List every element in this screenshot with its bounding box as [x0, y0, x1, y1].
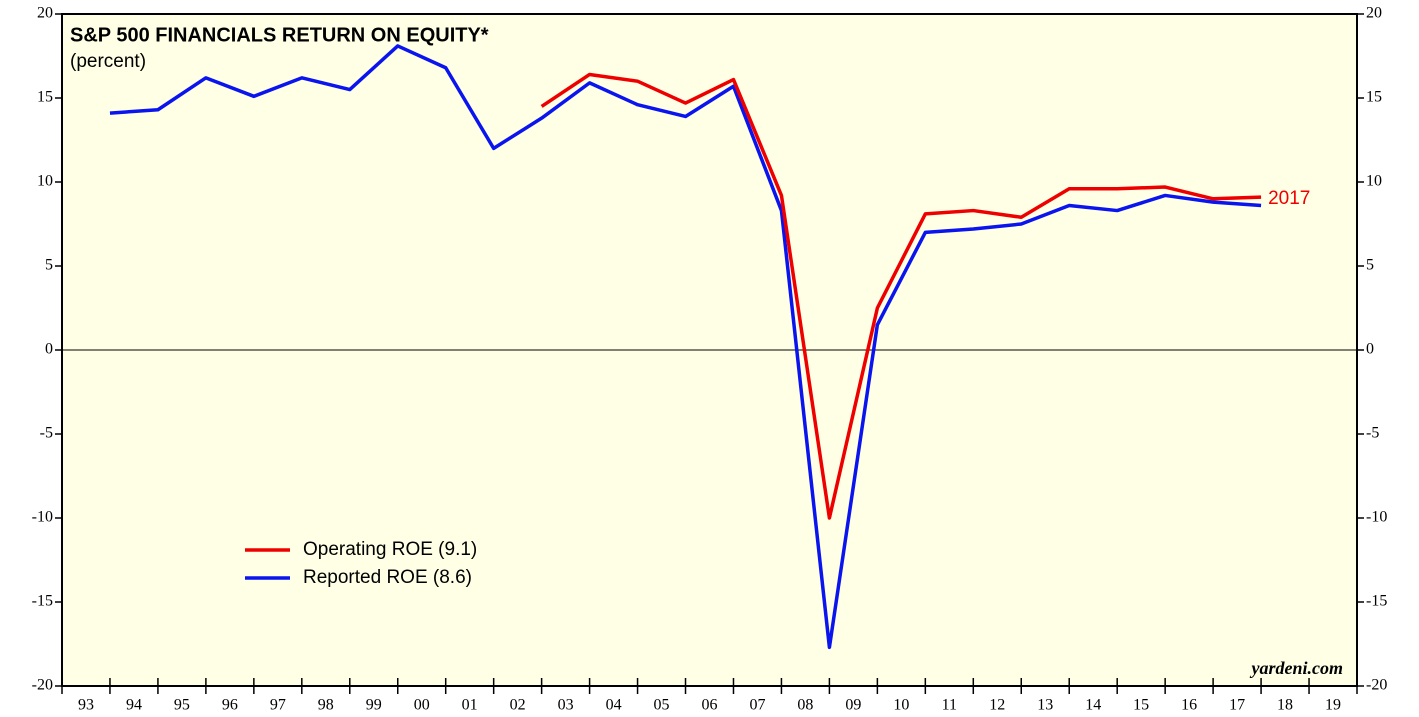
x-tick-label: 17	[1229, 697, 1245, 714]
y2-tick-label: 0	[1366, 341, 1374, 358]
x-tick-label: 98	[318, 697, 334, 714]
x-tick-label: 08	[797, 697, 813, 714]
legend-label: Operating ROE (9.1)	[303, 539, 477, 560]
x-tick-label: 97	[270, 697, 286, 714]
x-tick-label: 03	[558, 697, 574, 714]
y-tick-label: 0	[45, 341, 53, 358]
x-tick-label: 05	[654, 697, 670, 714]
y2-tick-label: 20	[1366, 5, 1382, 22]
x-tick-label: 07	[749, 697, 765, 714]
y2-tick-label: -10	[1366, 509, 1387, 526]
x-tick-label: 15	[1133, 697, 1149, 714]
x-tick-label: 00	[414, 697, 430, 714]
y-tick-label: 5	[45, 257, 53, 274]
x-tick-label: 13	[1037, 697, 1053, 714]
y2-tick-label: 5	[1366, 257, 1374, 274]
x-tick-label: 12	[989, 697, 1005, 714]
x-tick-label: 01	[462, 697, 478, 714]
x-tick-label: 95	[174, 697, 190, 714]
x-tick-label: 09	[845, 697, 861, 714]
y2-tick-label: -5	[1366, 425, 1379, 442]
chart-title: S&P 500 FINANCIALS RETURN ON EQUITY*	[70, 24, 489, 46]
x-tick-label: 11	[942, 697, 957, 714]
source: yardeni.com	[1250, 658, 1344, 678]
y-tick-label: -10	[32, 509, 53, 526]
series-line	[109, 44, 1262, 650]
chart-subtitle: (percent)	[70, 51, 146, 72]
y2-tick-label: 10	[1366, 173, 1382, 190]
x-tick-label: 99	[366, 697, 382, 714]
x-tick-label: 04	[606, 697, 622, 714]
y-tick-label: -15	[32, 593, 53, 610]
x-tick-label: 19	[1325, 697, 1341, 714]
legend-label: Reported ROE (8.6)	[303, 567, 472, 588]
x-tick-label: 10	[893, 697, 909, 714]
y-tick-label: 15	[37, 89, 53, 106]
y-tick-label: -5	[40, 425, 53, 442]
x-tick-label: 16	[1181, 697, 1197, 714]
y-tick-label: 20	[37, 5, 53, 22]
x-tick-label: 93	[78, 697, 94, 714]
y2-tick-label: 15	[1366, 89, 1382, 106]
x-tick-label: 94	[126, 697, 142, 714]
x-tick-label: 02	[510, 697, 526, 714]
y2-tick-label: -15	[1366, 593, 1387, 610]
series-line	[540, 72, 1262, 520]
y2-tick-label: -20	[1366, 677, 1387, 694]
x-tick-label: 96	[222, 697, 238, 714]
x-tick-label: 06	[702, 697, 718, 714]
y-tick-label: -20	[32, 677, 53, 694]
x-tick-label: 18	[1277, 697, 1293, 714]
annotation: 2017	[1268, 188, 1310, 209]
x-tick-label: 14	[1085, 697, 1101, 714]
y-tick-label: 10	[37, 173, 53, 190]
